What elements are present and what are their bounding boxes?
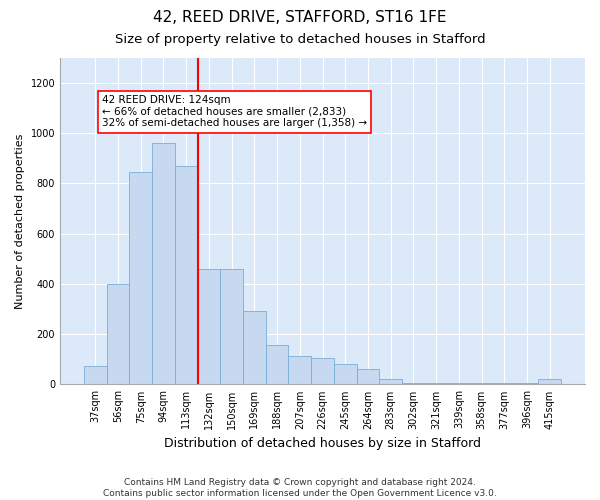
Bar [334,364,356,384]
Bar [175,166,197,384]
Text: 42, REED DRIVE, STAFFORD, ST16 1FE: 42, REED DRIVE, STAFFORD, ST16 1FE [153,10,447,25]
Text: Size of property relative to detached houses in Stafford: Size of property relative to detached ho… [115,32,485,46]
Bar [289,356,311,384]
Bar [130,172,152,384]
X-axis label: Distribution of detached houses by size in Stafford: Distribution of detached houses by size … [164,437,481,450]
Bar [197,268,220,384]
Bar [107,284,130,384]
Bar [356,370,379,384]
Bar [84,366,107,384]
Bar [493,383,515,384]
Bar [448,383,470,384]
Bar [402,383,425,384]
Text: Contains HM Land Registry data © Crown copyright and database right 2024.
Contai: Contains HM Land Registry data © Crown c… [103,478,497,498]
Bar [243,312,266,384]
Bar [515,383,538,384]
Bar [379,380,402,384]
Bar [425,383,448,384]
Bar [152,143,175,384]
Text: 42 REED DRIVE: 124sqm
← 66% of detached houses are smaller (2,833)
32% of semi-d: 42 REED DRIVE: 124sqm ← 66% of detached … [102,95,367,128]
Bar [266,346,289,385]
Bar [470,383,493,384]
Bar [538,380,561,384]
Bar [311,358,334,384]
Y-axis label: Number of detached properties: Number of detached properties [15,134,25,308]
Bar [220,268,243,384]
